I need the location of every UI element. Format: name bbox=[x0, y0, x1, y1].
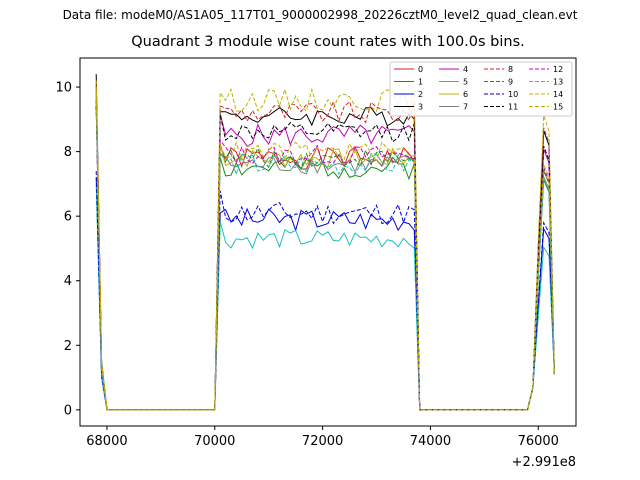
series-line-15 bbox=[95, 90, 555, 411]
legend-label-14: 14 bbox=[553, 90, 563, 99]
legend-label-12: 12 bbox=[553, 65, 563, 74]
y-tick-label: 10 bbox=[55, 81, 72, 96]
legend-label-13: 13 bbox=[553, 78, 563, 87]
legend-label-15: 15 bbox=[553, 103, 563, 112]
legend-label-5: 5 bbox=[463, 78, 468, 87]
y-tick-label: 8 bbox=[64, 145, 72, 160]
series-line-5 bbox=[95, 183, 555, 411]
series-line-12 bbox=[95, 106, 555, 411]
legend-label-8: 8 bbox=[508, 65, 513, 74]
series-line-6 bbox=[95, 96, 555, 411]
x-tick-label: 70000 bbox=[194, 434, 235, 449]
data-file-caption: Data file: modeM0/AS1A05_117T01_90000029… bbox=[62, 8, 578, 22]
y-tick-label: 2 bbox=[64, 339, 72, 354]
legend-label-4: 4 bbox=[463, 65, 468, 74]
legend-label-1: 1 bbox=[418, 78, 423, 87]
x-tick-label: 74000 bbox=[410, 434, 451, 449]
x-tick-label: 76000 bbox=[518, 434, 559, 449]
series-layer bbox=[95, 74, 555, 411]
x-tick-label: 68000 bbox=[86, 434, 127, 449]
y-axis: 0 2 4 6 8 10 bbox=[55, 81, 80, 418]
legend-label-0: 0 bbox=[418, 65, 423, 74]
legend-label-7: 7 bbox=[463, 103, 468, 112]
series-line-14 bbox=[95, 80, 555, 411]
x-offset-label: +2.991e8 bbox=[512, 455, 576, 470]
series-line-8 bbox=[95, 83, 555, 411]
series-line-1 bbox=[95, 99, 555, 411]
legend-label-9: 9 bbox=[508, 78, 513, 87]
x-tick-label: 72000 bbox=[302, 434, 343, 449]
series-line-10 bbox=[95, 170, 555, 411]
legend-box bbox=[389, 61, 573, 117]
y-tick-label: 0 bbox=[64, 403, 72, 418]
plot-frame bbox=[79, 57, 577, 427]
legend-label-2: 2 bbox=[418, 90, 423, 99]
series-line-11 bbox=[95, 106, 555, 411]
series-line-0 bbox=[95, 87, 555, 411]
series-line-4 bbox=[95, 93, 555, 411]
chart-title: Quadrant 3 module wise count rates with … bbox=[131, 34, 525, 50]
legend-label-11: 11 bbox=[508, 103, 518, 112]
x-axis: 68000 70000 72000 74000 76000 bbox=[86, 426, 559, 449]
y-tick-label: 6 bbox=[64, 210, 72, 225]
series-line-2 bbox=[95, 177, 555, 411]
series-line-3 bbox=[95, 74, 555, 411]
legend-label-10: 10 bbox=[508, 90, 518, 99]
series-line-9 bbox=[95, 99, 555, 411]
legend-label-3: 3 bbox=[418, 103, 423, 112]
y-tick-label: 4 bbox=[64, 274, 72, 289]
legend-label-6: 6 bbox=[463, 90, 468, 99]
